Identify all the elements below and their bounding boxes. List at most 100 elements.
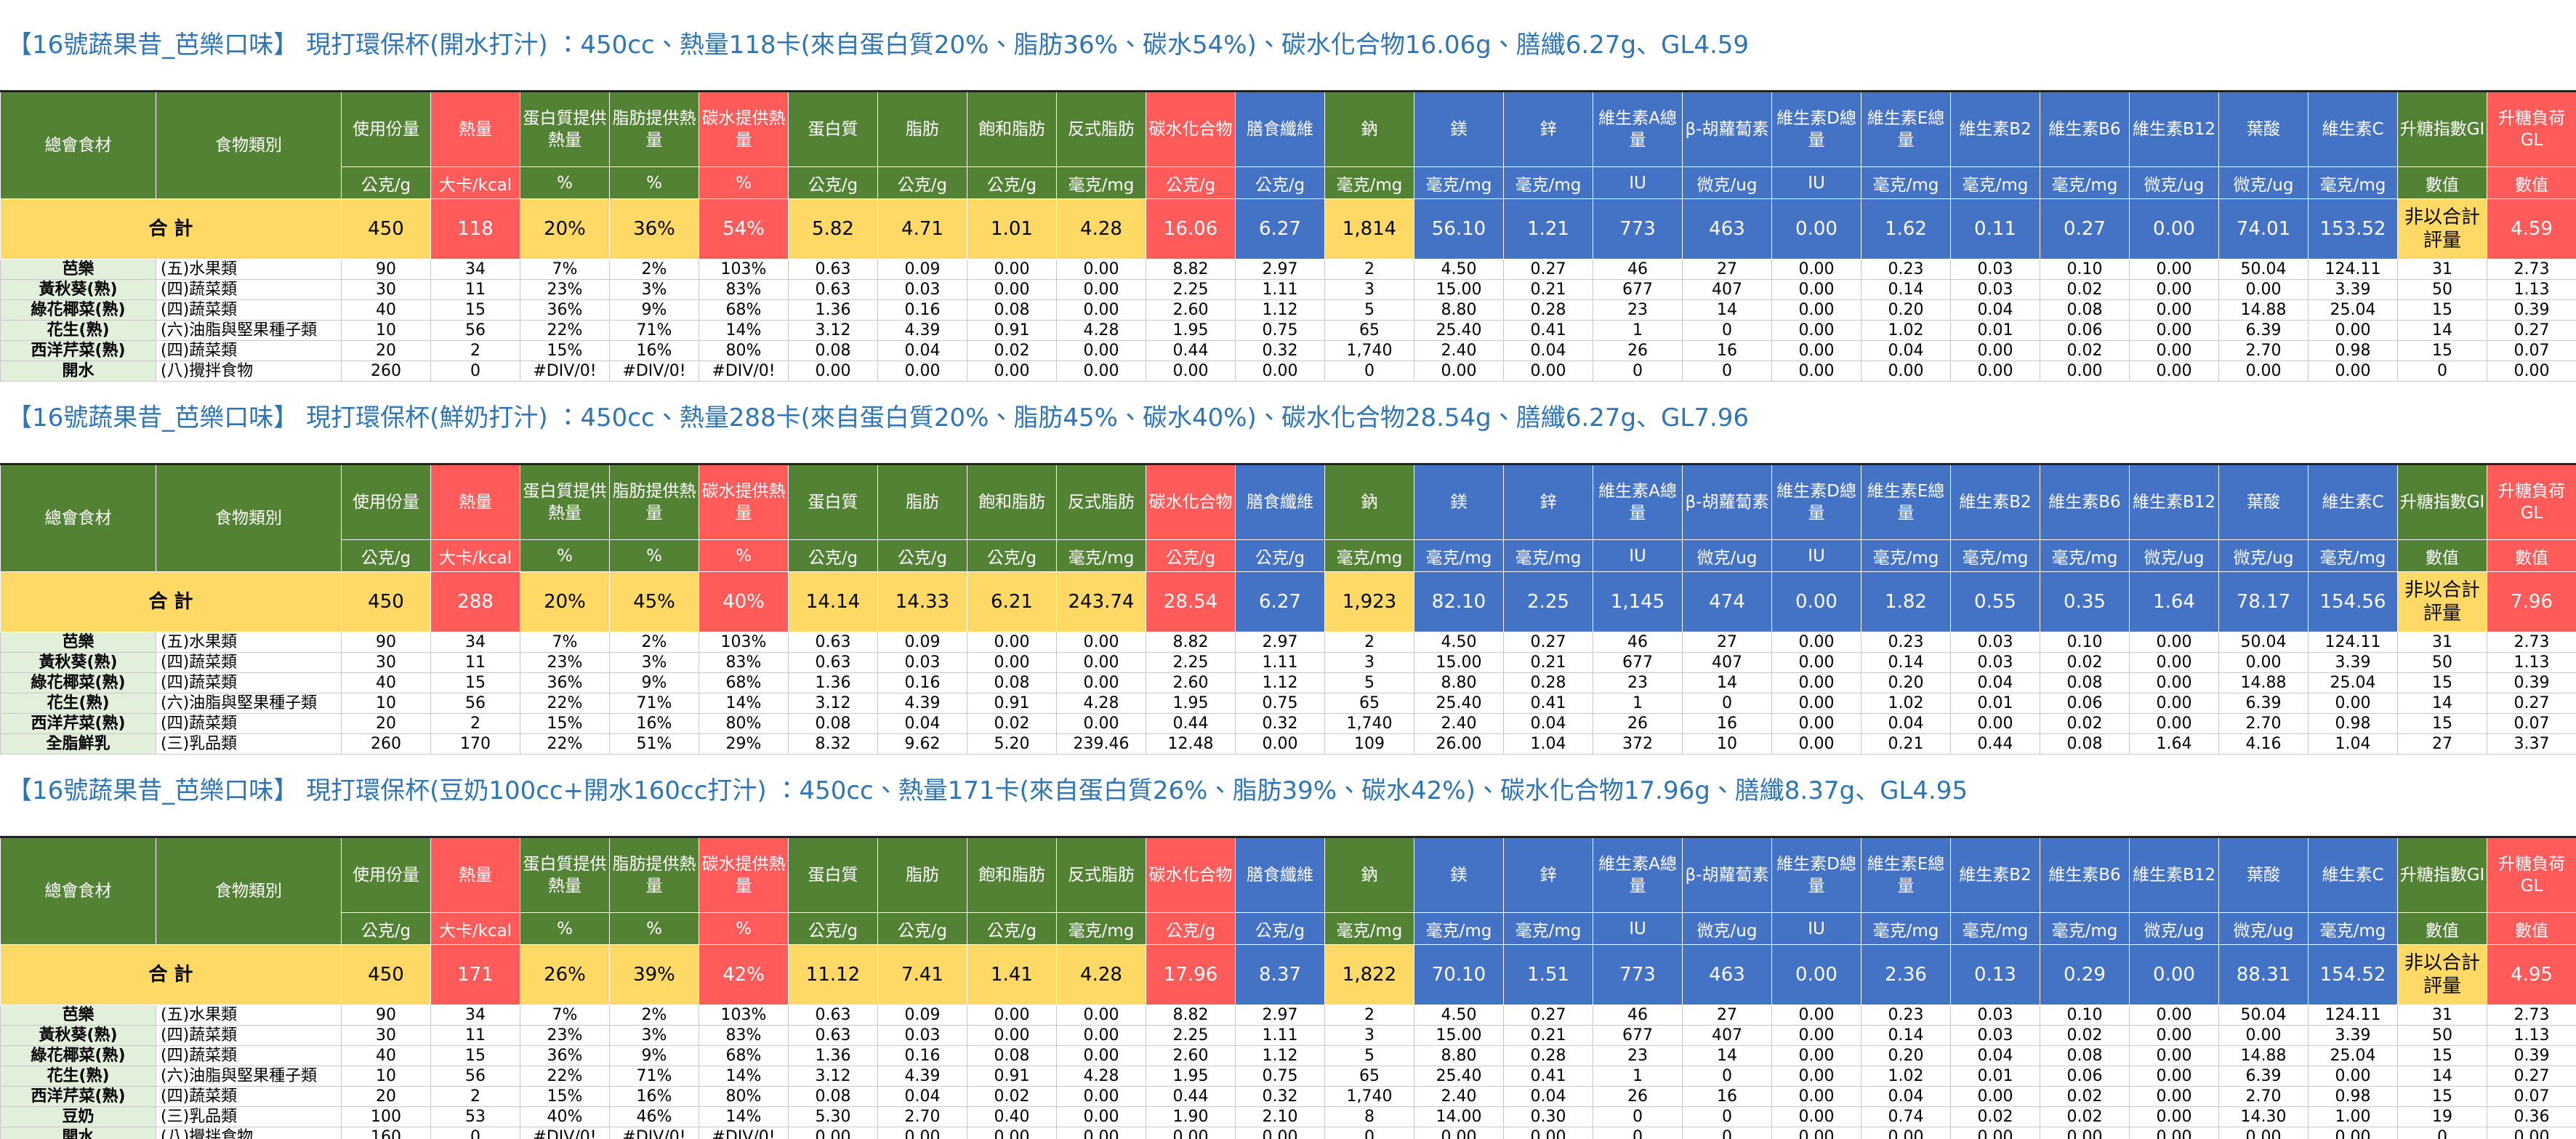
food-value: 0.10 [2040,259,2130,280]
unit-cell: % [520,912,610,945]
food-value: 0.04 [877,713,967,734]
food-value: 0.00 [1056,652,1146,673]
unit-cell: 毫克/mg [1503,539,1593,572]
food-category: (四)蔬菜類 [156,299,342,321]
food-value: 0.00 [1771,1005,1861,1026]
food-value: 0.00 [1056,299,1146,321]
food-value: 30 [341,652,431,673]
unit-cell: 數值 [2487,539,2576,572]
food-value: 0.00 [1056,1025,1146,1046]
food-value: 0.00 [2129,1025,2219,1046]
food-category: (四)蔬菜類 [156,713,342,734]
food-value: 0.08 [967,299,1057,321]
unit-cell: 微克/ug [2129,539,2219,572]
column-header: 膳食纖維 [1235,464,1325,540]
food-value: 15 [430,1045,520,1066]
total-cell: 450 [341,571,431,632]
total-cell: 非以合計評量 [2397,198,2487,259]
unit-cell: 微克/ug [2218,539,2309,572]
food-value: 0.63 [788,259,878,280]
food-value: 25.40 [1414,320,1504,341]
food-value: 1.02 [1861,320,1951,341]
section: 【16號蔬果昔_芭樂口味】 現打環保杯(豆奶100cc+開水160cc打汁) ：… [0,746,2576,1139]
food-value: 1.36 [788,1045,878,1066]
food-value: 0.41 [1503,693,1593,714]
column-header: 反式脂肪 [1056,464,1146,540]
total-cell: 773 [1593,944,1683,1005]
food-value: 0.20 [1861,299,1951,321]
unit-cell: 毫克/mg [2308,539,2398,572]
food-name: 西洋芹菜(熟) [0,340,156,361]
unit-cell: % [609,912,699,945]
food-value: 0.00 [2308,1066,2398,1087]
total-cell: 4.59 [2487,198,2576,259]
food-value: 0.09 [877,1005,967,1026]
food-value: 0.21 [1861,733,1951,754]
food-value: 0.75 [1235,1066,1325,1087]
food-value: 0.00 [1771,1045,1861,1066]
food-value: 239.46 [1056,733,1146,754]
food-value: 0.16 [877,299,967,321]
food-value: 0.03 [877,279,967,300]
column-header: 膳食纖維 [1235,91,1325,167]
total-cell: 82.10 [1414,571,1504,632]
food-value: 1.95 [1146,693,1236,714]
food-value: 1.00 [2308,1106,2398,1127]
food-value: 20 [341,340,431,361]
food-value: 0.00 [1414,361,1504,382]
food-value: 0.00 [1771,299,1861,321]
section-title: 【16號蔬果昔_芭樂口味】 現打環保杯(豆奶100cc+開水160cc打汁) ：… [7,776,1968,805]
food-value: 12.48 [1146,733,1236,754]
food-value: 0.00 [1950,1127,2040,1139]
food-value: 14% [699,693,789,714]
total-cell: 171 [430,944,520,1005]
food-value: 9% [609,1045,699,1066]
column-header: 葉酸 [2218,464,2309,540]
total-row: 合 計 450 288 20% 45% 40% 14.14 14.33 6.21 243.74 28… [0,571,2576,632]
food-value: 7% [520,259,610,280]
food-value: 0.00 [2129,259,2219,280]
food-value: 16 [1682,1086,1772,1107]
food-value: 14 [2397,1066,2487,1087]
unit-cell: 毫克/mg [1324,166,1414,199]
header-row: 總會食材 食物類別 使用份量 熱量 蛋白質提供熱量 脂肪提供熱量 碳水提供熱量 蛋白質 脂肪 飽和… [0,91,2576,199]
food-value: 3.39 [2308,1025,2398,1046]
food-value: 0.14 [1861,1025,1951,1046]
food-value: 0 [1593,361,1683,382]
column-header: 膳食纖維 [1235,837,1325,913]
unit-cell: 數值 [2397,166,2487,199]
food-value: 2.60 [1146,672,1236,693]
food-value: 0.00 [1771,1106,1861,1127]
food-value: 8.82 [1146,632,1236,653]
total-cell: 70.10 [1414,944,1504,1005]
food-value: 1 [1593,693,1683,714]
food-value: 51% [609,733,699,754]
food-value: 0.03 [877,1025,967,1046]
food-value: 16% [609,340,699,361]
food-value: 0.63 [788,1025,878,1046]
food-value: 71% [609,1066,699,1087]
food-value: 0.16 [877,672,967,693]
food-value: 11 [430,1025,520,1046]
food-value: 0.00 [2129,1045,2219,1066]
food-value: 15.00 [1414,279,1504,300]
food-value: 2 [1324,259,1414,280]
food-value: 0.00 [2218,1025,2309,1046]
total-row: 合 計 450 171 26% 39% 42% 11.12 7.41 1.41 4.28 17.96… [0,944,2576,1005]
food-value: 30 [341,1025,431,1046]
food-value: 2 [430,1086,520,1107]
food-value: 2.40 [1414,1086,1504,1107]
food-value: 16 [1682,713,1772,734]
food-value: 0.06 [2040,1066,2130,1087]
food-value: 260 [341,733,431,754]
food-value: #DIV/0! [520,361,610,382]
table-body: 總會食材 食物類別 使用份量 熱量 蛋白質提供熱量 脂肪提供熱量 碳水提供熱量 蛋白質 脂肪 飽和… [0,464,2576,754]
column-header: 飽和脂肪 [967,91,1057,167]
column-header: 維生素A總量 [1593,837,1683,913]
food-value: 0.04 [877,340,967,361]
food-value: 0.07 [2487,1086,2576,1107]
food-value: 0.04 [1861,713,1951,734]
food-value: 1,740 [1324,1086,1414,1107]
total-cell: 14.14 [788,571,878,632]
